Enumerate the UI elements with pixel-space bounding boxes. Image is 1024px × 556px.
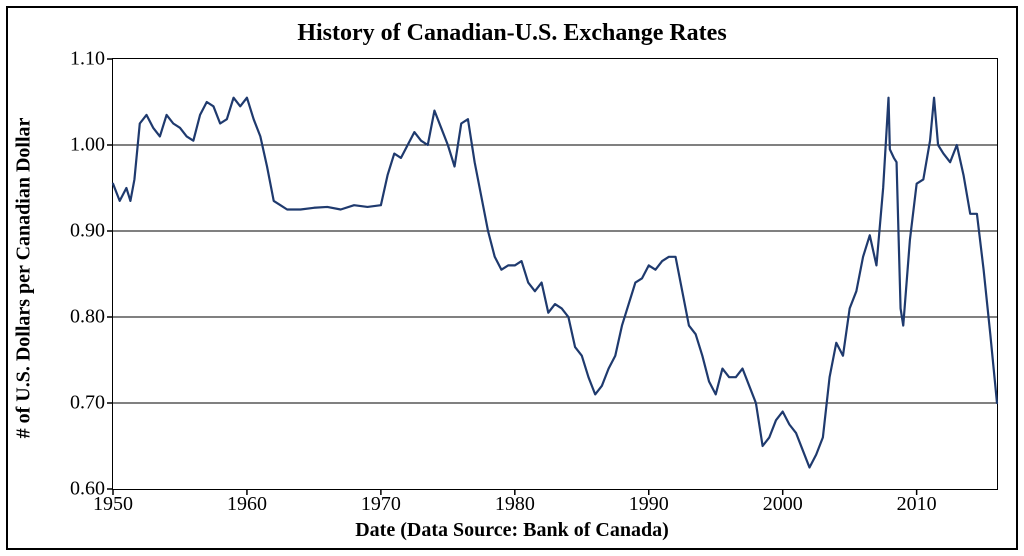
outer-frame: History of Canadian-U.S. Exchange Rates …: [6, 6, 1018, 550]
plot-area: 0.600.700.800.901.001.101950196019701980…: [112, 58, 998, 490]
y-axis-label: # of U.S. Dollars per Canadian Dollar: [13, 118, 36, 439]
x-tick-label: 1970: [361, 493, 401, 516]
y-tick-label: 0.70: [70, 392, 105, 415]
x-tick-label: 1950: [93, 493, 133, 516]
x-axis-label: Date (Data Source: Bank of Canada): [8, 519, 1016, 542]
y-tick-label: 0.80: [70, 306, 105, 329]
x-tick-label: 1980: [495, 493, 535, 516]
y-tick-label: 1.10: [70, 48, 105, 71]
exchange-rate-line: [113, 98, 997, 468]
x-tick-label: 2010: [897, 493, 937, 516]
x-tick-label: 1960: [227, 493, 267, 516]
chart-svg: [113, 59, 997, 489]
y-tick-label: 1.00: [70, 134, 105, 157]
x-tick-label: 1990: [629, 493, 669, 516]
y-tick-label: 0.90: [70, 220, 105, 243]
x-tick-label: 2000: [763, 493, 803, 516]
chart-title: History of Canadian-U.S. Exchange Rates: [8, 20, 1016, 47]
